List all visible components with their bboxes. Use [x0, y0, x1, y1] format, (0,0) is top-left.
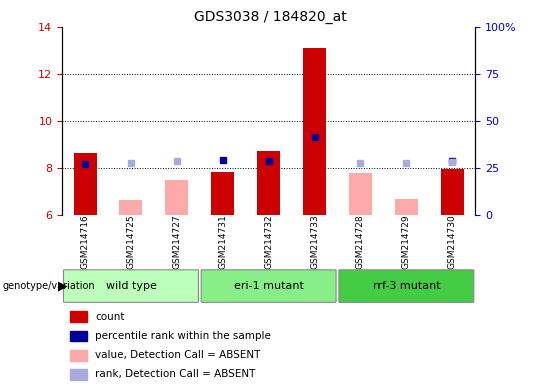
Bar: [349, 173, 372, 215]
Text: GSM214725: GSM214725: [126, 215, 136, 269]
Text: GSM214727: GSM214727: [172, 215, 181, 269]
Bar: [395, 199, 418, 215]
Text: GDS3038 / 184820_at: GDS3038 / 184820_at: [194, 10, 346, 23]
Text: GSM214730: GSM214730: [448, 215, 457, 269]
Bar: [303, 48, 326, 215]
Text: count: count: [95, 312, 125, 322]
Bar: [70, 350, 87, 361]
Bar: [211, 172, 234, 215]
Text: wild type: wild type: [105, 281, 157, 291]
Bar: [119, 200, 143, 215]
FancyBboxPatch shape: [201, 270, 336, 302]
Text: percentile rank within the sample: percentile rank within the sample: [95, 331, 271, 341]
Text: GSM214729: GSM214729: [402, 215, 411, 269]
Text: GSM214733: GSM214733: [310, 215, 319, 269]
Text: GSM214731: GSM214731: [218, 215, 227, 269]
Text: eri-1 mutant: eri-1 mutant: [234, 281, 303, 291]
Text: value, Detection Call = ABSENT: value, Detection Call = ABSENT: [95, 350, 260, 360]
Bar: [70, 311, 87, 322]
Text: GSM214732: GSM214732: [264, 215, 273, 269]
Bar: [441, 169, 464, 215]
Bar: [70, 331, 87, 341]
Text: rank, Detection Call = ABSENT: rank, Detection Call = ABSENT: [95, 369, 255, 379]
Bar: [70, 369, 87, 380]
Text: genotype/variation: genotype/variation: [3, 281, 96, 291]
Text: GSM214716: GSM214716: [80, 215, 90, 269]
Bar: [165, 180, 188, 215]
Bar: [73, 153, 97, 215]
FancyBboxPatch shape: [64, 270, 198, 302]
Text: ▶: ▶: [58, 280, 68, 293]
Text: rrf-3 mutant: rrf-3 mutant: [373, 281, 440, 291]
FancyBboxPatch shape: [339, 270, 474, 302]
Bar: [257, 151, 280, 215]
Text: GSM214728: GSM214728: [356, 215, 365, 269]
